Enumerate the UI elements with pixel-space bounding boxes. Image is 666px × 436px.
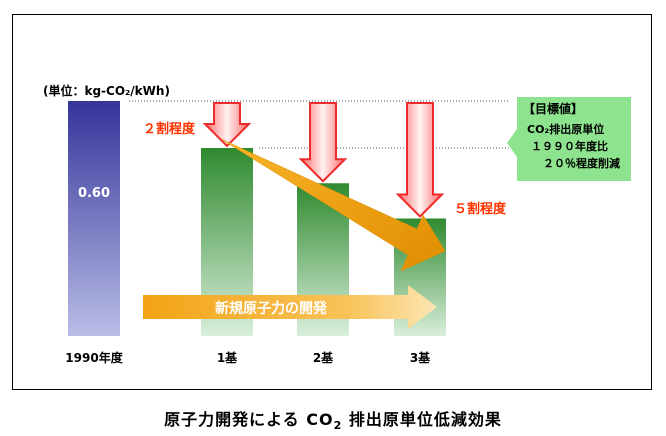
reduction-arrow-plant-2 <box>298 102 348 183</box>
unit-label: (単位：kg-CO₂/kWh) <box>43 83 170 98</box>
target-line-3: ２０％程度削減 <box>543 156 620 170</box>
chart-area: 0.60 (単位：kg-CO₂/kWh) 1990年度 1基 2基 3基 ２割程度 ５割程度新… <box>43 83 631 365</box>
annotation-final-step: ５割程度 <box>454 201 507 217</box>
annotation-first-step: ２割程度 <box>143 121 196 137</box>
target-line-2: １９９０年度比 <box>531 139 608 153</box>
trend-arrow <box>220 138 446 272</box>
category-label-plant-2: 2基 <box>313 350 334 365</box>
category-label-plant-3: 3基 <box>410 350 431 365</box>
bar-1990 <box>68 101 120 336</box>
target-line-1: CO₂排出原単位 <box>527 122 604 136</box>
caption-subscript: 2 <box>333 419 343 433</box>
caption-tail: 排出原単位低減効果 <box>342 410 502 429</box>
target-title: 【目標値】 <box>523 101 583 116</box>
category-label-1990: 1990年度 <box>65 350 123 365</box>
target-callout <box>507 97 631 181</box>
caption-main: 原子力開発による CO <box>164 410 334 429</box>
category-label-plant-1: 1基 <box>217 350 238 365</box>
data-label-1990: 0.60 <box>78 186 110 201</box>
development-arrow-label: 新規原子力の開発 <box>215 300 328 317</box>
reduction-arrow-plant-1 <box>202 102 252 148</box>
chart-caption: 原子力開発による CO2 排出原単位低減効果 <box>0 406 666 432</box>
chart-frame: 0.60 (単位：kg-CO₂/kWh) 1990年度 1基 2基 3基 ２割程度 ５割程度新… <box>12 14 652 390</box>
reduction-arrow-plant-3 <box>395 102 445 218</box>
development-arrow <box>143 285 437 329</box>
